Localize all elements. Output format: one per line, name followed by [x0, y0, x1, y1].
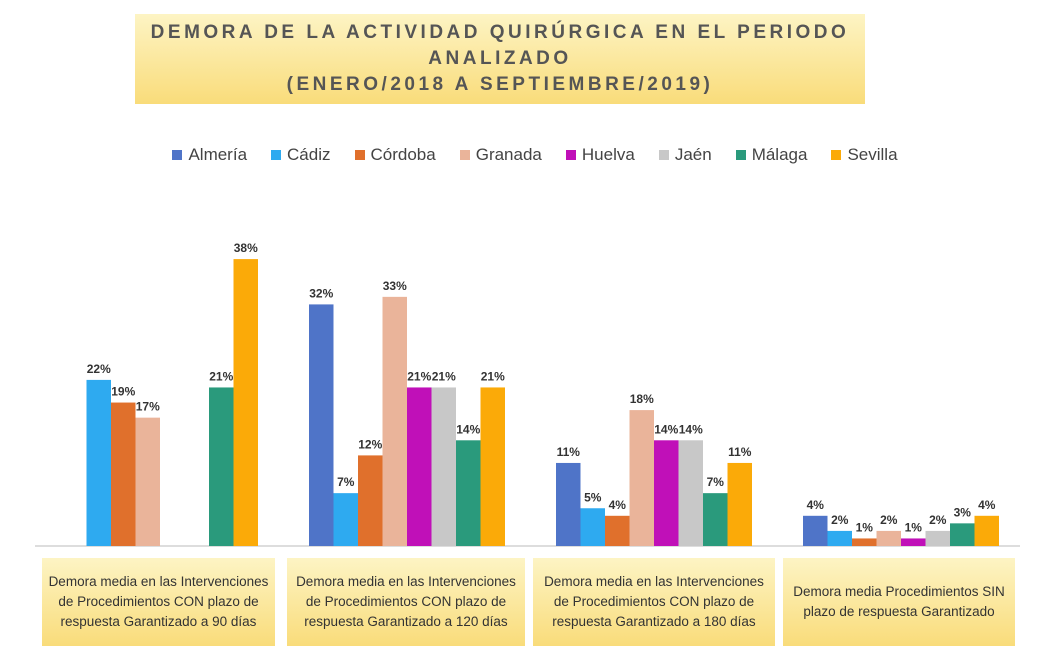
legend-item: Huelva: [565, 145, 635, 165]
bar: [605, 515, 630, 546]
data-label: 14%: [456, 422, 480, 436]
data-label: 11%: [557, 445, 581, 459]
legend-label: Málaga: [751, 145, 808, 164]
bar: [629, 410, 654, 546]
bar: [876, 530, 901, 546]
legend-item: Sevilla: [831, 145, 898, 165]
data-label: 1%: [905, 520, 923, 534]
bar: [456, 440, 481, 546]
data-label: 4%: [978, 498, 996, 512]
legend-item: Cádiz: [271, 145, 331, 165]
data-label: 5%: [584, 490, 602, 504]
bar: [678, 440, 703, 546]
data-label: 4%: [609, 498, 627, 512]
x-tick-label: Demora media en las Intervenciones de Pr…: [533, 558, 775, 646]
bar: [86, 379, 111, 546]
bar: [580, 508, 605, 546]
data-label: 7%: [337, 475, 355, 489]
data-label: 38%: [234, 241, 258, 255]
data-label: 2%: [831, 513, 849, 527]
bar: [925, 530, 950, 546]
legend-item: Granada: [459, 145, 542, 165]
data-label: 22%: [87, 362, 111, 376]
data-label: 21%: [209, 369, 233, 383]
data-label: 4%: [807, 498, 825, 512]
legend-label: Granada: [475, 145, 542, 164]
data-label: 2%: [929, 513, 947, 527]
legend-label: Jaén: [674, 145, 712, 164]
bar: [556, 462, 581, 546]
data-label: 21%: [481, 369, 505, 383]
legend-label: Huelva: [581, 145, 635, 164]
legend-label: Córdoba: [370, 145, 436, 164]
title-box: DEMORA DE LA ACTIVIDAD QUIRÚRGICA EN EL …: [135, 14, 865, 104]
data-label: 2%: [880, 513, 898, 527]
data-label: 33%: [383, 279, 407, 293]
chart-subtitle: (ENERO/2018 A SEPTIEMBRE/2019): [286, 74, 714, 95]
data-label: 17%: [136, 400, 160, 414]
data-label: 7%: [707, 475, 725, 489]
legend-item: Córdoba: [354, 145, 436, 165]
bar: [382, 296, 407, 546]
bar: [950, 523, 975, 546]
data-label: 14%: [654, 422, 678, 436]
data-label: 21%: [432, 369, 456, 383]
bar: [654, 440, 679, 546]
bar: [358, 455, 383, 546]
bar: [827, 530, 852, 546]
bar: [974, 515, 999, 546]
legend-item: Almería: [172, 145, 247, 165]
legend: Almería Cádiz Córdoba Granada Huelva Jaén Mála…: [60, 145, 1010, 165]
bar: [333, 493, 358, 546]
bar: [480, 387, 505, 546]
legend-item: Málaga: [735, 145, 808, 165]
data-label: 14%: [679, 422, 703, 436]
bar: [233, 259, 258, 546]
bar: [407, 387, 432, 546]
data-label: 1%: [856, 520, 874, 534]
x-tick-label: Demora media en las Intervenciones de Pr…: [42, 558, 275, 646]
legend-label: Cádiz: [287, 145, 331, 164]
data-label: 3%: [954, 505, 972, 519]
data-label: 18%: [630, 392, 654, 406]
x-tick-label: Demora media Procedimientos SIN plazo de…: [783, 558, 1015, 646]
bar: [135, 417, 160, 546]
bar: [727, 462, 752, 546]
bar: [901, 538, 926, 546]
legend-swatch: [831, 150, 842, 160]
data-label: 19%: [111, 385, 135, 399]
legend-swatch: [565, 150, 576, 160]
legend-label: Almería: [188, 145, 248, 164]
legend-swatch: [658, 150, 669, 160]
legend-swatch: [735, 150, 746, 160]
legend-label: Sevilla: [847, 145, 898, 164]
data-label: 32%: [309, 286, 333, 300]
chart-title: DEMORA DE LA ACTIVIDAD QUIRÚRGICA EN EL …: [150, 22, 850, 69]
bar: [111, 402, 136, 546]
bar: [309, 304, 334, 546]
legend-swatch: [354, 150, 365, 160]
bar: [803, 515, 828, 546]
data-label: 11%: [728, 445, 752, 459]
legend-swatch: [172, 150, 183, 160]
legend-swatch: [271, 150, 282, 160]
bar: [431, 387, 456, 546]
bar: [703, 493, 728, 546]
data-label: 21%: [407, 369, 431, 383]
legend-item: Jaén: [658, 145, 712, 165]
data-label: 12%: [358, 437, 382, 451]
bar: [852, 538, 877, 546]
x-tick-label: Demora media en las Intervenciones de Pr…: [287, 558, 525, 646]
legend-swatch: [459, 150, 470, 160]
bar: [209, 387, 234, 546]
